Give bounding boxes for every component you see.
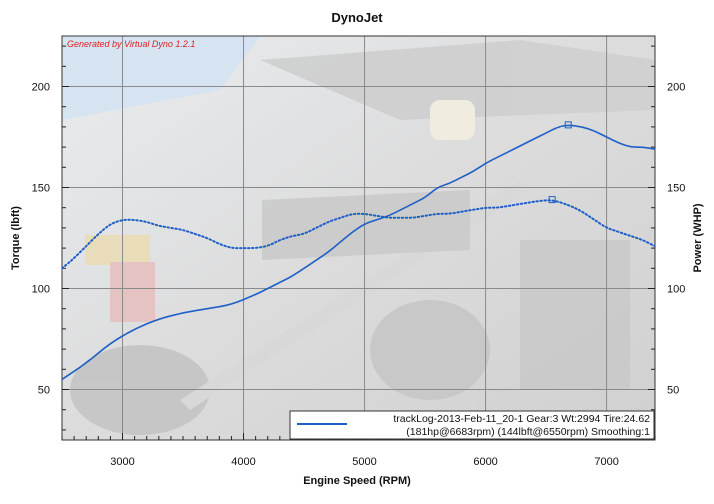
torque-peak-marker — [548, 196, 556, 204]
y2-tick-label: 100 — [667, 284, 685, 296]
legend-line-2: (181hp@6683rpm) (144lbft@6550rpm) Smooth… — [406, 426, 650, 438]
legend-box — [289, 410, 655, 440]
y-axis-label: Torque (lbft) — [10, 206, 22, 270]
power-curve — [62, 124, 655, 381]
watermark-text: Generated by Virtual Dyno 1.2.1 — [67, 39, 195, 49]
x-tick-label: 6000 — [473, 456, 497, 468]
y-tick-label: 100 — [32, 284, 50, 296]
y2-axis-label: Power (WHP) — [692, 203, 704, 272]
series-layer — [62, 121, 655, 381]
grid — [62, 36, 655, 440]
power-peak-marker — [564, 121, 572, 129]
x-axis-label: Engine Speed (RPM) — [303, 475, 411, 487]
x-tick-label: 5000 — [352, 456, 376, 468]
x-tick-label: 4000 — [231, 456, 255, 468]
y2-tick-label: 200 — [667, 82, 685, 94]
y-tick-label: 150 — [32, 183, 50, 195]
x-tick-label: 3000 — [110, 456, 134, 468]
y-tick-label: 50 — [38, 385, 50, 397]
torque-curve — [62, 199, 655, 270]
y2-tick-label: 50 — [667, 385, 679, 397]
tick-labels: 3000 4000 5000 6000 7000 50 100 150 200 50 100 150 2… — [32, 82, 686, 469]
x-tick-label: 7000 — [594, 456, 618, 468]
chart-title: DynoJet — [331, 10, 383, 25]
plot-frame — [61, 35, 656, 441]
legend: trackLog-2013-Feb-11_20-1 Gear:3 Wt:2994… — [289, 410, 655, 440]
y2-tick-label: 150 — [667, 183, 685, 195]
y-tick-label: 200 — [32, 82, 50, 94]
legend-line-1: trackLog-2013-Feb-11_20-1 Gear:3 Wt:2994… — [393, 413, 650, 425]
